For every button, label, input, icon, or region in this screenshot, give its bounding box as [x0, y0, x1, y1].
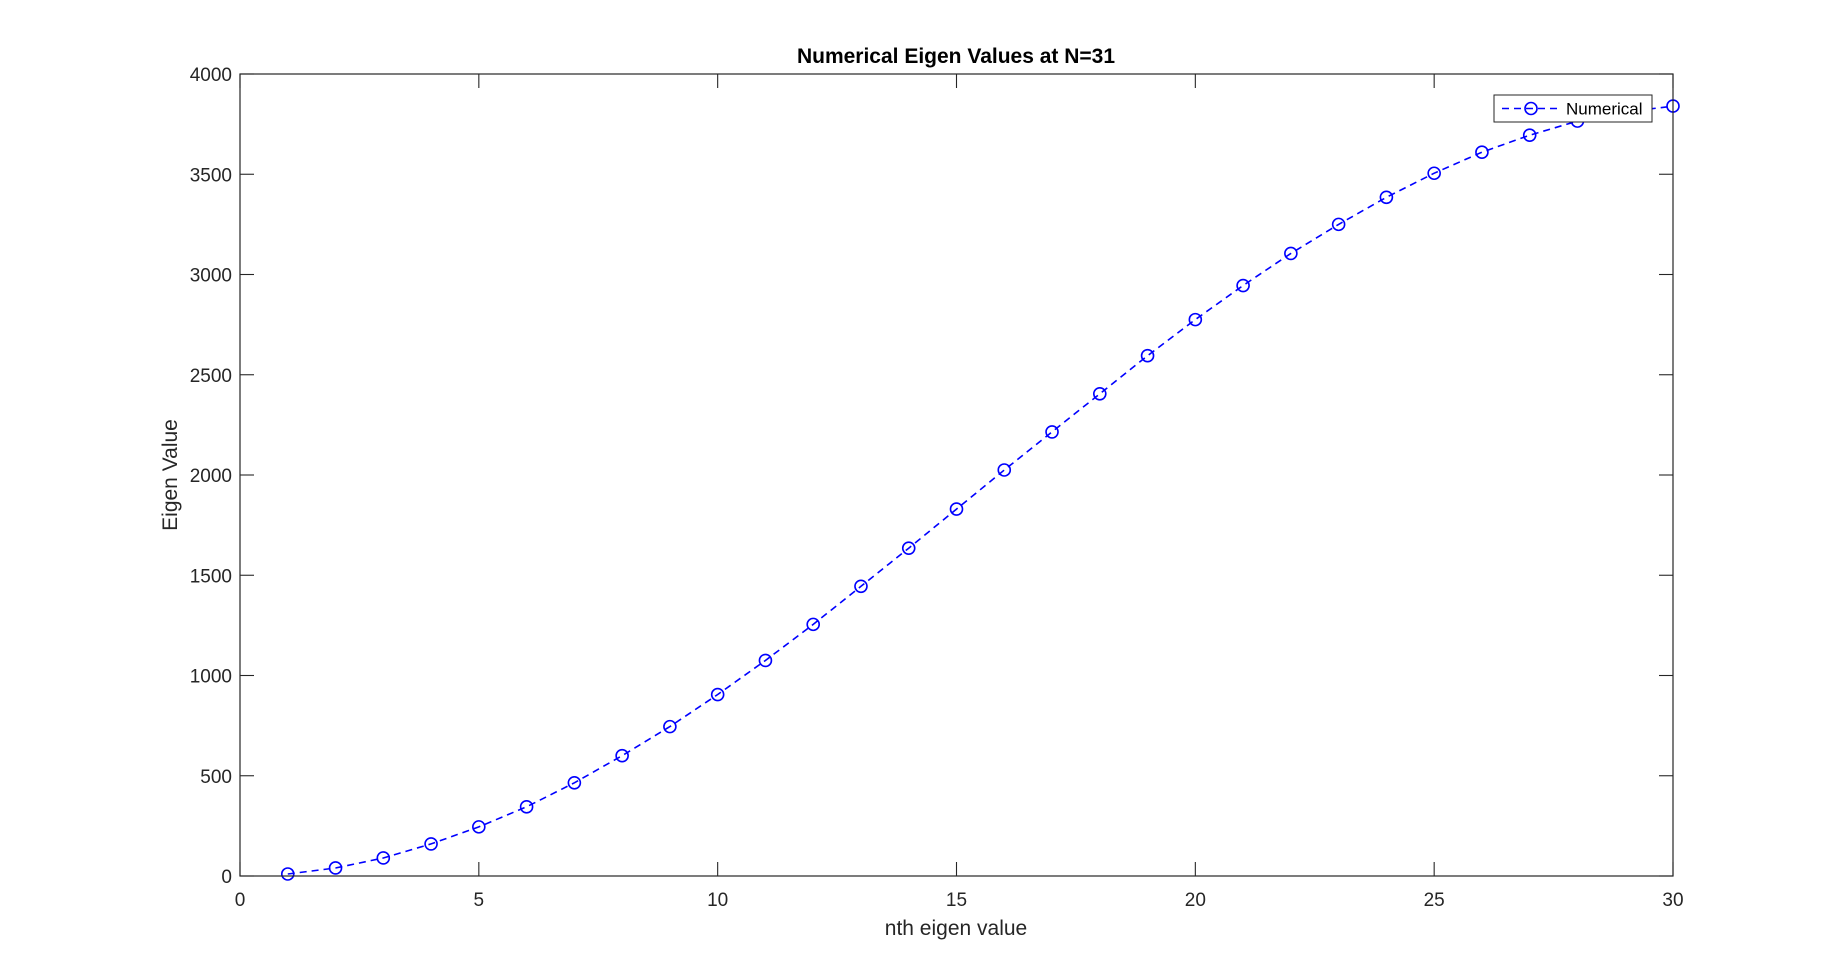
y-tick-label: 4000 [190, 65, 232, 86]
data-point [472, 820, 486, 834]
data-point [806, 617, 821, 632]
data-point [663, 719, 677, 734]
plot-frame [239, 73, 1674, 877]
legend-marker-sample [1524, 101, 1538, 116]
legend-label-numerical: Numerical [1566, 100, 1643, 119]
y-tick-label: 1000 [190, 667, 232, 688]
data-point [519, 800, 534, 814]
x-tick-label: 15 [946, 890, 967, 911]
plot-area [240, 74, 1673, 876]
y-tick-label: 2500 [190, 366, 232, 387]
data-point [615, 748, 629, 763]
data-point [1045, 425, 1059, 439]
tick-labels-layer: 0 5 10 15 20 25 30 0 500 1000 1500 2000 2500 3000 3500… [190, 65, 1684, 911]
data-point [949, 502, 964, 516]
x-tick-label: 25 [1424, 890, 1445, 911]
data-point [328, 861, 343, 875]
data-point [1522, 128, 1537, 142]
x-tick-label: 30 [1662, 890, 1683, 911]
data-point [1475, 145, 1489, 159]
series-layer [280, 99, 1680, 881]
data-point [758, 653, 773, 668]
x-tick-label: 20 [1185, 890, 1206, 911]
data-point [1140, 348, 1155, 363]
y-tick-label: 3000 [190, 266, 232, 287]
data-point [997, 463, 1012, 477]
x-tick-label: 5 [474, 890, 485, 911]
chart-title: Numerical Eigen Values at N=31 [797, 45, 1115, 68]
y-tick-label: 2000 [190, 466, 232, 487]
data-point [1331, 217, 1346, 232]
y-tick-label: 3500 [190, 165, 232, 186]
data-point [854, 579, 868, 594]
x-axis-label: nth eigen value [885, 917, 1027, 940]
data-point [1188, 312, 1203, 327]
data-point [376, 851, 391, 865]
data-point [1236, 278, 1250, 293]
data-point [1093, 386, 1107, 401]
data-point [424, 837, 438, 851]
x-tick-label: 0 [235, 890, 246, 911]
y-tick-label: 500 [200, 767, 232, 788]
data-point [1284, 246, 1298, 261]
y-tick-label: 1500 [190, 566, 232, 587]
data-point [1379, 190, 1394, 205]
legend: Numerical [1493, 94, 1653, 123]
x-tick-label: 10 [707, 890, 728, 911]
data-point [710, 687, 725, 702]
y-axis-label: Eigen Value [159, 419, 182, 531]
data-point [901, 541, 916, 555]
data-point [280, 867, 295, 881]
series-line-0 [287, 105, 1674, 875]
y-tick-label: 0 [221, 867, 232, 888]
data-point [567, 775, 582, 790]
data-point [1427, 166, 1441, 181]
